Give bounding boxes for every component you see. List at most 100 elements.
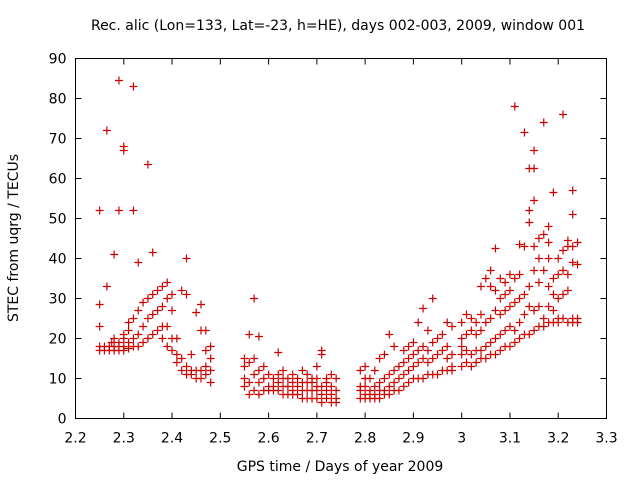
data-point bbox=[462, 358, 471, 367]
data-point bbox=[361, 362, 370, 371]
data-point bbox=[322, 394, 331, 403]
data-point bbox=[390, 378, 399, 387]
data-point bbox=[394, 362, 403, 371]
data-point bbox=[496, 310, 505, 319]
data-point bbox=[259, 362, 268, 371]
data-point bbox=[404, 378, 413, 387]
data-point bbox=[390, 342, 399, 351]
data-point bbox=[554, 254, 563, 263]
data-point bbox=[534, 234, 543, 243]
data-point bbox=[510, 298, 519, 307]
data-point bbox=[254, 378, 263, 387]
data-point bbox=[269, 374, 278, 383]
data-point bbox=[385, 382, 394, 391]
data-point bbox=[172, 334, 181, 343]
data-point bbox=[312, 362, 321, 371]
data-point bbox=[158, 334, 167, 343]
data-point bbox=[332, 374, 341, 383]
data-point bbox=[539, 230, 548, 239]
data-point bbox=[370, 382, 379, 391]
data-point bbox=[182, 362, 191, 371]
data-point bbox=[433, 370, 442, 379]
data-point bbox=[322, 386, 331, 395]
data-point bbox=[559, 266, 568, 275]
data-point bbox=[491, 306, 500, 315]
data-point bbox=[530, 146, 539, 155]
x-tick-label: 2.9 bbox=[402, 431, 424, 447]
data-point bbox=[534, 278, 543, 287]
data-point bbox=[399, 370, 408, 379]
data-point bbox=[419, 342, 428, 351]
data-point bbox=[462, 310, 471, 319]
data-point bbox=[201, 326, 210, 335]
data-point bbox=[119, 330, 128, 339]
data-point bbox=[245, 378, 254, 387]
data-point bbox=[467, 350, 476, 359]
x-axis: 2.2 2.3 2.4 2.5 2.6 2.7 2.8 2.9 3 3.1 3.2 3.3 bbox=[64, 58, 618, 447]
data-point bbox=[544, 302, 553, 311]
data-point bbox=[148, 248, 157, 257]
data-point bbox=[428, 338, 437, 347]
data-point bbox=[515, 318, 524, 327]
data-point bbox=[394, 374, 403, 383]
data-point bbox=[559, 110, 568, 119]
data-point bbox=[288, 386, 297, 395]
data-point bbox=[240, 362, 249, 371]
data-point bbox=[274, 370, 283, 379]
data-point bbox=[496, 330, 505, 339]
data-point bbox=[496, 274, 505, 283]
data-point bbox=[312, 374, 321, 383]
data-point bbox=[327, 390, 336, 399]
data-point bbox=[476, 346, 485, 355]
data-point bbox=[134, 342, 143, 351]
data-point bbox=[375, 378, 384, 387]
data-point bbox=[457, 362, 466, 371]
data-point bbox=[544, 282, 553, 291]
data-point bbox=[163, 294, 172, 303]
data-point bbox=[177, 366, 186, 375]
data-point bbox=[554, 270, 563, 279]
data-point bbox=[549, 188, 558, 197]
data-point bbox=[443, 354, 452, 363]
data-point bbox=[139, 298, 148, 307]
data-point bbox=[317, 398, 326, 407]
data-point bbox=[197, 366, 206, 375]
data-point bbox=[201, 370, 210, 379]
data-point bbox=[486, 338, 495, 347]
y-axis-label: STEC from uqrg / TECUs bbox=[6, 154, 22, 322]
data-point bbox=[462, 330, 471, 339]
data-point bbox=[515, 294, 524, 303]
data-point bbox=[530, 196, 539, 205]
data-point bbox=[197, 374, 206, 383]
data-point bbox=[124, 338, 133, 347]
data-point bbox=[172, 358, 181, 367]
data-point bbox=[467, 326, 476, 335]
data-point bbox=[102, 126, 111, 135]
data-point bbox=[438, 346, 447, 355]
data-points bbox=[95, 76, 582, 407]
data-point bbox=[530, 164, 539, 173]
data-point bbox=[158, 302, 167, 311]
data-point bbox=[119, 142, 128, 151]
data-point bbox=[148, 290, 157, 299]
data-point bbox=[404, 366, 413, 375]
x-tick-label: 2.2 bbox=[64, 431, 86, 447]
data-point bbox=[293, 390, 302, 399]
data-point bbox=[573, 314, 582, 323]
x-tick-label: 2.5 bbox=[209, 431, 231, 447]
data-point bbox=[486, 314, 495, 323]
data-point bbox=[467, 362, 476, 371]
data-point bbox=[168, 290, 177, 299]
data-point bbox=[322, 374, 331, 383]
data-point bbox=[206, 354, 215, 363]
data-point bbox=[201, 362, 210, 371]
data-point bbox=[510, 274, 519, 283]
data-point bbox=[365, 374, 374, 383]
data-point bbox=[539, 322, 548, 331]
data-point bbox=[134, 306, 143, 315]
data-point bbox=[510, 326, 519, 335]
data-point bbox=[409, 362, 418, 371]
data-point bbox=[496, 346, 505, 355]
y-axis: 0 10 20 30 40 50 60 70 80 90 bbox=[49, 52, 607, 428]
data-point bbox=[423, 326, 432, 335]
